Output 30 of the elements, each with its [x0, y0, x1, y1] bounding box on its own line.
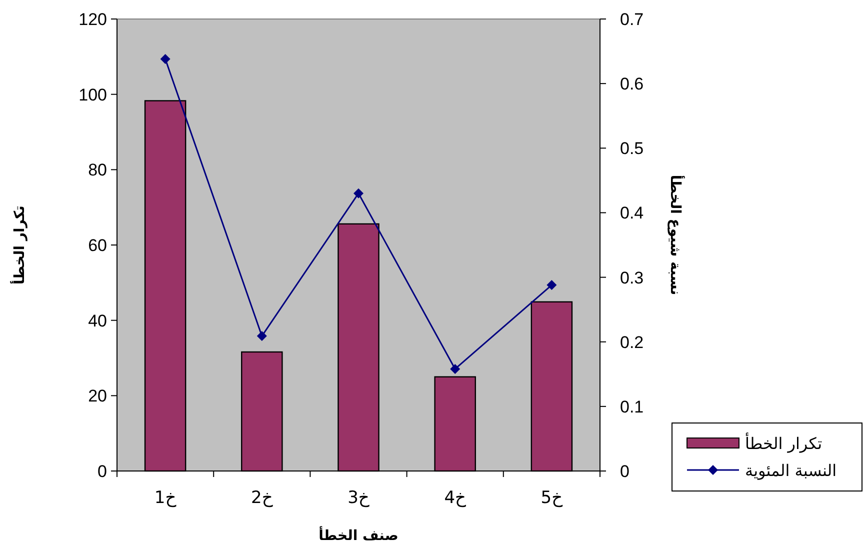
x-axis-title: صنف الخطأ — [318, 526, 398, 544]
y-tick-label: 40 — [88, 311, 107, 330]
point — [450, 364, 460, 374]
point — [354, 188, 364, 198]
legend-label: تكرار الخطأ — [745, 432, 822, 453]
x-tick-label: خ2 — [250, 488, 273, 508]
y-tick-label: 80 — [88, 160, 107, 180]
y-axis-title: تكرار الخطأ — [10, 206, 28, 284]
x-tick-label: خ1 — [154, 488, 176, 508]
y2-tick-label: 0.1 — [620, 397, 644, 416]
point — [160, 54, 170, 64]
x-tick-label: خ3 — [348, 488, 370, 508]
y2-tick-label: 0.6 — [620, 74, 644, 94]
x-tick-label: خ5 — [540, 488, 563, 508]
y2-tick-label: 0 — [620, 462, 630, 481]
y-tick-label: 120 — [78, 10, 107, 29]
y2-tick-label: 0.4 — [620, 204, 644, 223]
y-tick-label: 0 — [98, 462, 107, 481]
y-tick-label: 20 — [88, 386, 107, 406]
legend-label: النسبة المئوية — [745, 461, 837, 480]
y2-axis-title: نسبة شيوع الخطأ — [667, 174, 685, 296]
y-tick-label: 60 — [88, 236, 107, 255]
y-tick-label: 100 — [78, 85, 107, 104]
y2-tick-label: 0.5 — [620, 139, 644, 158]
x-tick-label: خ4 — [444, 488, 466, 508]
y2-tick-label: 0.2 — [620, 332, 644, 352]
point — [256, 331, 267, 342]
point — [546, 280, 557, 290]
y2-tick-label: 0.7 — [620, 10, 644, 29]
y2-tick-label: 0.3 — [620, 268, 644, 288]
